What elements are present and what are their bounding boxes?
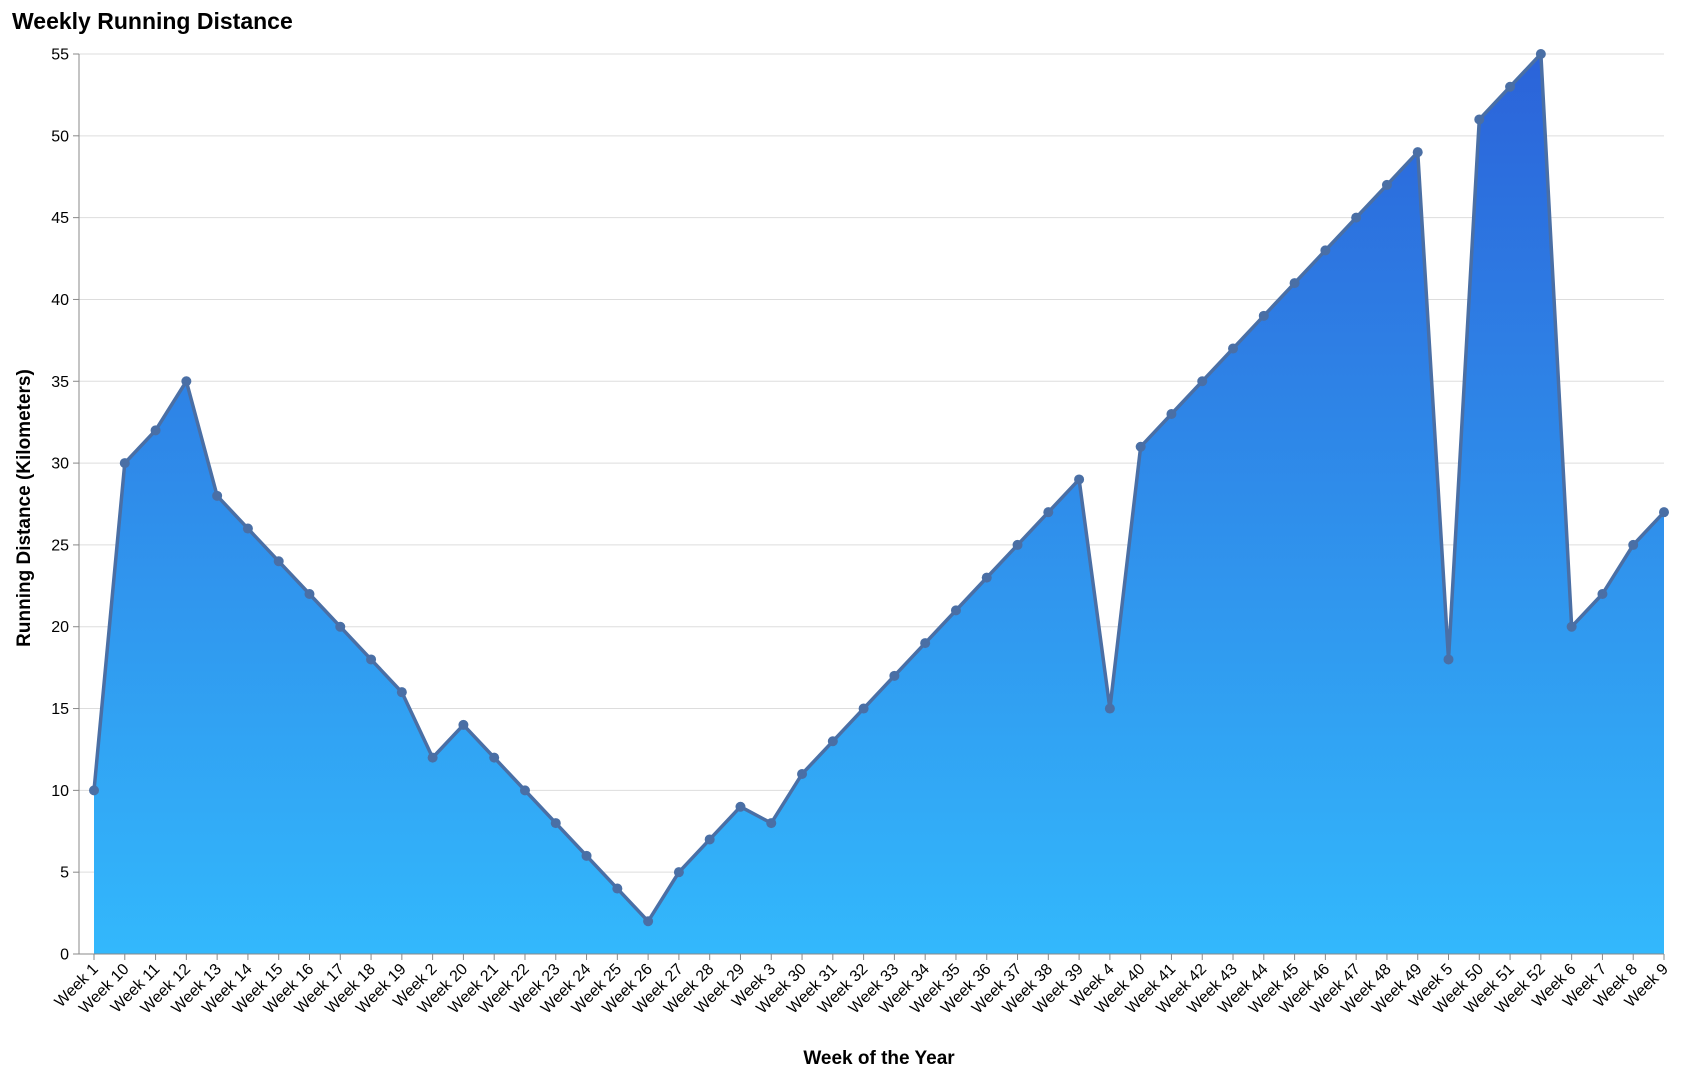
data-point: [1505, 81, 1516, 92]
data-point: [458, 719, 469, 730]
data-point: [1381, 179, 1392, 190]
data-point: [1012, 539, 1023, 550]
data-point: [1043, 507, 1054, 518]
data-point: [1566, 621, 1577, 632]
data-point: [1597, 589, 1608, 599]
data-point: [643, 916, 654, 927]
y-tick-label: 25: [51, 537, 69, 554]
data-point: [981, 572, 992, 583]
data-point: [1474, 114, 1485, 125]
y-tick-label: 20: [51, 619, 69, 636]
y-tick-label: 35: [51, 374, 69, 391]
data-point: [1258, 310, 1269, 321]
data-point: [119, 458, 130, 469]
data-point: [150, 425, 161, 436]
data-point: [181, 376, 192, 387]
x-axis-title: Week of the Year: [803, 1048, 955, 1069]
chart-title: Weekly Running Distance: [12, 8, 293, 34]
data-point: [827, 736, 838, 747]
data-point: [304, 589, 315, 599]
data-point: [1351, 212, 1362, 223]
y-tick-label: 10: [51, 783, 69, 800]
area-fill: [94, 54, 1664, 954]
data-point: [735, 801, 746, 812]
data-point: [1289, 278, 1300, 289]
data-point: [858, 703, 869, 714]
series-line: [92, 52, 1666, 924]
y-tick-label: 40: [51, 292, 69, 309]
data-point: [519, 785, 530, 796]
y-tick-label: 45: [51, 210, 69, 227]
data-point: [427, 752, 438, 763]
data-point: [550, 818, 561, 829]
data-point: [396, 687, 407, 698]
data-point: [1197, 376, 1208, 387]
y-tick-label: 30: [51, 456, 69, 473]
data-point: [1659, 507, 1669, 518]
data-point: [673, 867, 684, 878]
data-point: [1135, 441, 1146, 452]
data-point: [1166, 409, 1177, 419]
data-point: [704, 834, 715, 845]
y-tick-labels: 0 5 10 15 20 25 30 35 40 45 50 55: [51, 47, 69, 964]
data-point: [335, 621, 346, 632]
data-point: [1535, 49, 1546, 59]
y-tick-label: 15: [51, 701, 69, 718]
data-point: [1320, 245, 1331, 256]
area-layer: [92, 52, 1666, 954]
y-tick-label: 5: [60, 865, 69, 882]
data-point: [581, 850, 592, 861]
data-point: [612, 883, 623, 894]
data-point: [273, 556, 284, 567]
axes-layer: [73, 53, 1665, 960]
data-point: [1228, 343, 1239, 354]
data-point: [212, 490, 223, 501]
data-point: [489, 752, 500, 763]
data-point: [1412, 147, 1423, 158]
data-point: [1074, 474, 1085, 485]
data-point: [920, 638, 931, 649]
y-tick-label: 50: [51, 128, 69, 145]
y-axis-title: Running Distance (Kilometers): [14, 369, 35, 647]
y-tick-label: 55: [51, 47, 69, 64]
data-point: [89, 785, 99, 796]
data-point: [1104, 703, 1115, 714]
y-tick-label: 0: [60, 947, 69, 964]
data-point: [1628, 539, 1639, 550]
data-point: [766, 818, 777, 829]
points-layer: [89, 49, 1669, 927]
data-point: [242, 523, 253, 534]
data-point: [797, 769, 808, 779]
data-point: [1443, 654, 1454, 665]
data-point: [366, 654, 377, 665]
data-point: [889, 670, 900, 681]
data-point: [950, 605, 961, 616]
